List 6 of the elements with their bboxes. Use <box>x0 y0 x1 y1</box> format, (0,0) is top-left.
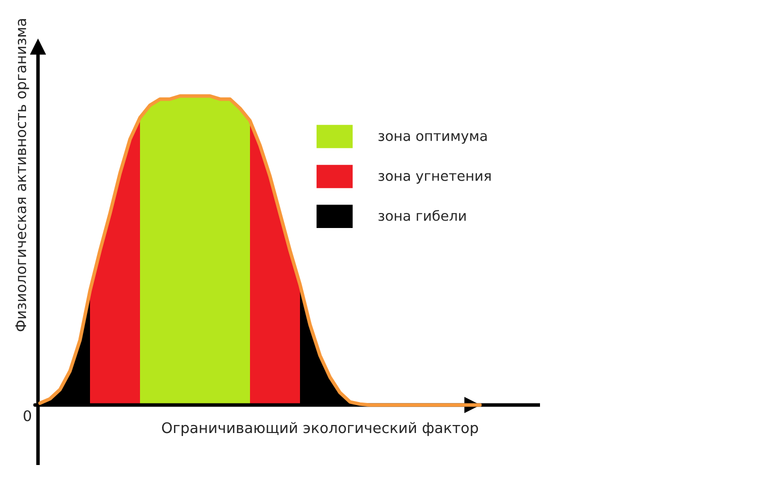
y-axis-title: Физиологическая активность организма <box>15 19 30 332</box>
legend-label: зона угнетения <box>378 173 491 184</box>
text: 0 <box>24 410 32 422</box>
x-axis-title: Ограничивающий экологический фактор <box>162 422 478 436</box>
legend-label: зона оптимума <box>378 133 487 144</box>
legend-label: зона гибели <box>378 210 466 221</box>
